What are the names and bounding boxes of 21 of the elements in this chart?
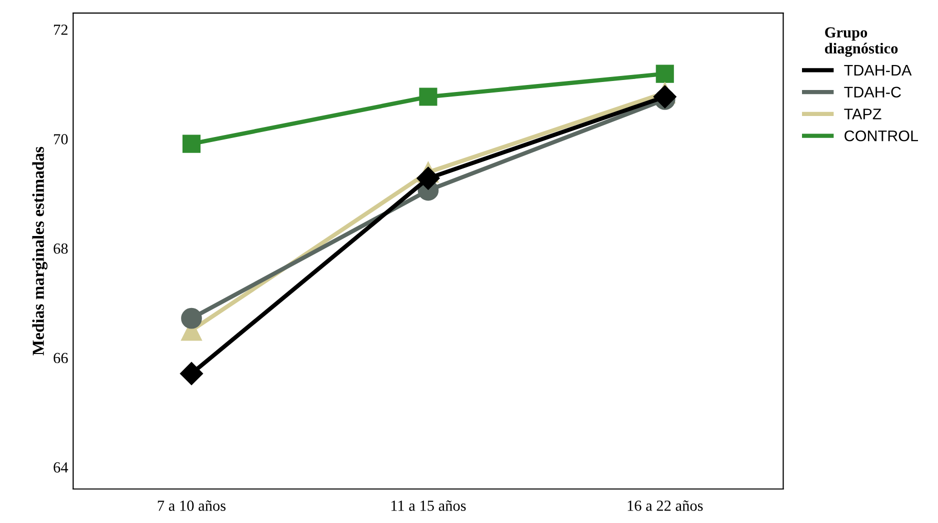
point (419, 88, 438, 106)
legend-label: TDAH-DA (844, 64, 912, 76)
point (656, 64, 674, 83)
point (180, 362, 204, 386)
y-tick-label: 64 (54, 462, 68, 473)
legend-label: TAPZ (844, 108, 882, 120)
x-tick-label: 7 a 10 años (158, 500, 226, 511)
x-tick-label: 16 a 22 años (628, 500, 703, 511)
x-tick-label: 11 a 15 años (391, 500, 466, 511)
point (653, 85, 676, 108)
point (416, 166, 440, 190)
point (182, 134, 201, 153)
y-tick-label: 68 (54, 243, 68, 254)
y-tick-label: 70 (54, 134, 68, 144)
y-tick-label: 72 (54, 24, 68, 35)
y-axis-title: Medias marginales estimadas (32, 146, 48, 356)
legend-label: TDAH-C (844, 86, 901, 98)
legend-label: CONTROL (844, 130, 918, 142)
y-tick-label: 66 (54, 352, 68, 364)
point (181, 308, 202, 329)
legend-title: Grupo diagnóstico (824, 27, 898, 57)
